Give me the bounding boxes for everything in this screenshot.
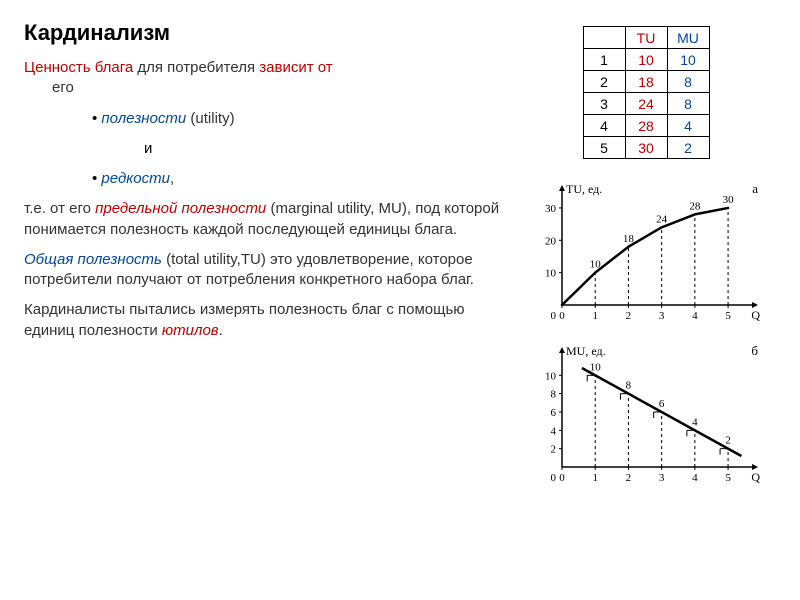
para-tu: Общая полезность (total utility,TU) это … bbox=[24, 250, 500, 291]
svg-text:6: 6 bbox=[659, 398, 665, 410]
t-dot: . bbox=[219, 322, 223, 339]
table-row: 5302 bbox=[583, 137, 709, 159]
page-title: Кардинализм bbox=[24, 20, 500, 46]
th-tu: TU bbox=[625, 27, 667, 49]
svg-text:0: 0 bbox=[559, 472, 565, 484]
svg-text:Q: Q bbox=[751, 308, 760, 322]
t-comma: , bbox=[170, 170, 174, 187]
svg-text:20: 20 bbox=[545, 235, 557, 247]
svg-text:1: 1 bbox=[592, 472, 598, 484]
table-row: 4284 bbox=[583, 115, 709, 137]
svg-text:3: 3 bbox=[659, 472, 665, 484]
cell-tu: 30 bbox=[625, 137, 667, 159]
th-mu: MU bbox=[667, 27, 709, 49]
svg-text:4: 4 bbox=[692, 416, 698, 428]
svg-text:4: 4 bbox=[692, 472, 698, 484]
svg-text:8: 8 bbox=[626, 380, 632, 392]
para-1: Ценность блага для потребителя зависит о… bbox=[24, 58, 500, 99]
text-column: Кардинализм Ценность блага для потребите… bbox=[24, 20, 500, 489]
t-utility: полезности bbox=[101, 110, 186, 127]
para-mu: т.е. от его предельной полезности (margi… bbox=[24, 199, 500, 240]
svg-text:а: а bbox=[752, 181, 758, 196]
svg-text:8: 8 bbox=[551, 389, 557, 401]
svg-text:MU, ед.: MU, ед. bbox=[566, 344, 606, 358]
svg-text:0: 0 bbox=[551, 472, 557, 484]
th-blank bbox=[583, 27, 625, 49]
cell-tu: 10 bbox=[625, 49, 667, 71]
cell-n: 4 bbox=[583, 115, 625, 137]
svg-text:4: 4 bbox=[692, 310, 698, 322]
table-row: 2188 bbox=[583, 71, 709, 93]
para-utils: Кардиналисты пытались измерять полезност… bbox=[24, 300, 500, 341]
t-total: Общая полезность bbox=[24, 251, 162, 268]
t-and: и bbox=[24, 139, 500, 159]
cell-mu: 10 bbox=[667, 49, 709, 71]
t-rarity: редкости bbox=[101, 170, 170, 187]
t-value: Ценность блага bbox=[24, 59, 133, 76]
t-ie: т.е. от его bbox=[24, 200, 95, 217]
t-utility-p: (utility) bbox=[186, 110, 234, 127]
cell-tu: 24 bbox=[625, 93, 667, 115]
svg-text:5: 5 bbox=[725, 472, 731, 484]
svg-text:5: 5 bbox=[725, 310, 731, 322]
svg-text:4: 4 bbox=[551, 425, 557, 437]
svg-text:24: 24 bbox=[656, 213, 668, 225]
svg-text:1: 1 bbox=[592, 310, 598, 322]
svg-text:Q: Q bbox=[751, 470, 760, 484]
cell-n: 5 bbox=[583, 137, 625, 159]
cell-mu: 8 bbox=[667, 71, 709, 93]
svg-text:0: 0 bbox=[551, 310, 557, 322]
cell-n: 3 bbox=[583, 93, 625, 115]
svg-text:3: 3 bbox=[659, 310, 665, 322]
svg-text:2: 2 bbox=[626, 310, 632, 322]
utility-table: TU MU 11010 2188 3248 4284 5302 bbox=[583, 26, 710, 159]
svg-text:б: б bbox=[751, 343, 758, 358]
svg-text:30: 30 bbox=[545, 203, 557, 215]
t-utils: ютилов bbox=[162, 322, 219, 339]
cell-n: 2 bbox=[583, 71, 625, 93]
chart-mu: 2 4 6 8 10 0 1 2 3 4 5 0 10 8 6 4 2 MU, ед. б Q bbox=[526, 339, 766, 489]
cell-mu: 8 bbox=[667, 93, 709, 115]
table-row: 3248 bbox=[583, 93, 709, 115]
cell-tu: 18 bbox=[625, 71, 667, 93]
t-card: Кардиналисты пытались измерять полезност… bbox=[24, 301, 465, 338]
right-column: TU MU 11010 2188 3248 4284 5302 10203001… bbox=[516, 20, 776, 489]
svg-text:2: 2 bbox=[725, 435, 731, 447]
bullet-utility: полезности (utility) bbox=[24, 109, 500, 129]
t-marginal: предельной полезности bbox=[95, 200, 266, 217]
svg-text:10: 10 bbox=[590, 361, 602, 373]
t-for: для потребителя bbox=[133, 59, 259, 76]
table-row: 11010 bbox=[583, 49, 709, 71]
svg-text:6: 6 bbox=[551, 407, 557, 419]
svg-text:2: 2 bbox=[626, 472, 632, 484]
cell-mu: 4 bbox=[667, 115, 709, 137]
table-header-row: TU MU bbox=[583, 27, 709, 49]
svg-text:TU, ед.: TU, ед. bbox=[566, 182, 602, 196]
bullet-rarity: редкости, bbox=[24, 169, 500, 189]
svg-text:10: 10 bbox=[545, 268, 557, 280]
cell-n: 1 bbox=[583, 49, 625, 71]
t-its: его bbox=[24, 78, 74, 98]
charts-area: 10203001234501018242830TU, ед.аQ 2468100… bbox=[526, 177, 766, 489]
svg-text:0: 0 bbox=[559, 310, 565, 322]
svg-text:10: 10 bbox=[545, 370, 557, 382]
cell-tu: 28 bbox=[625, 115, 667, 137]
t-depends: зависит от bbox=[259, 59, 332, 76]
svg-text:2: 2 bbox=[551, 444, 557, 456]
svg-text:28: 28 bbox=[689, 200, 701, 212]
chart-tu: 10203001234501018242830TU, ед.аQ bbox=[526, 177, 766, 327]
svg-text:30: 30 bbox=[723, 194, 735, 206]
cell-mu: 2 bbox=[667, 137, 709, 159]
